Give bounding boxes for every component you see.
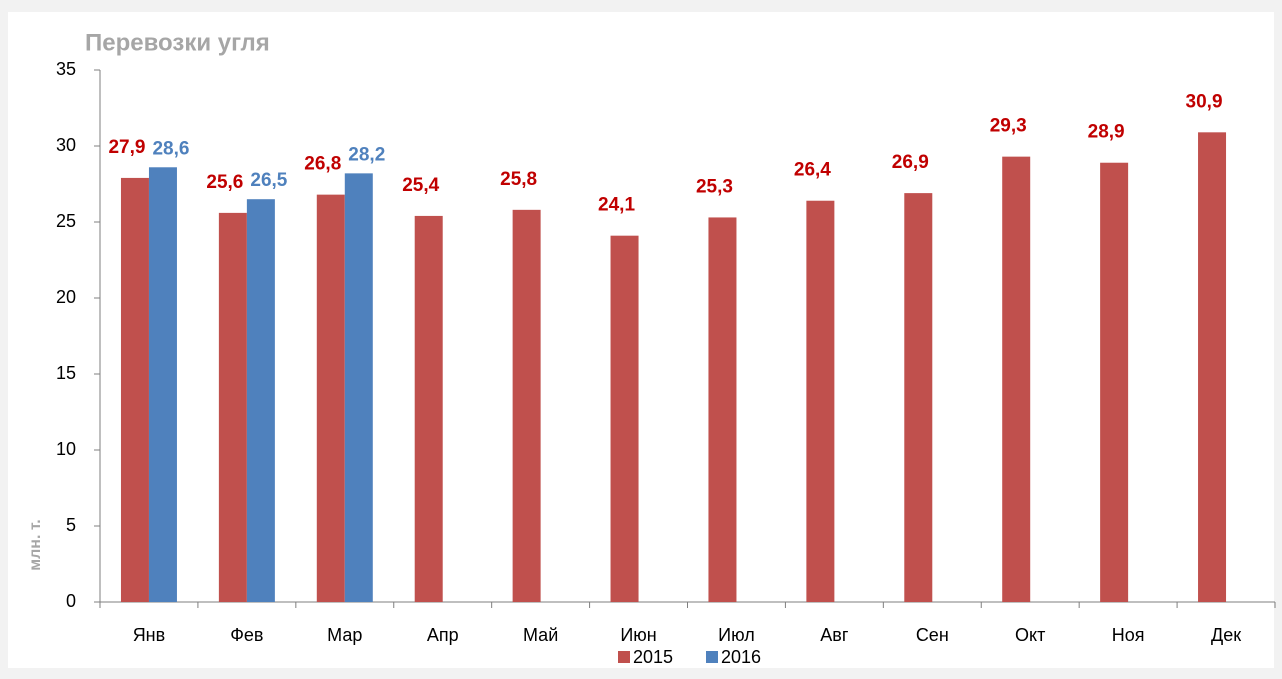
legend-label: 2016 [721, 647, 761, 667]
data-label: 29,3 [990, 116, 1027, 137]
y-tick-label: 35 [56, 59, 76, 79]
y-axis-label: млн. т. [27, 519, 44, 570]
data-label: 24,1 [598, 195, 635, 216]
data-label: 28,6 [152, 138, 189, 159]
bar [806, 200, 835, 602]
data-label: 25,8 [500, 169, 537, 190]
data-label: 26,9 [892, 152, 929, 173]
x-tick-label: Май [523, 625, 558, 645]
data-label: 28,9 [1088, 122, 1125, 143]
y-tick-label: 5 [66, 515, 76, 535]
data-label: 28,2 [348, 144, 385, 165]
bar [1002, 156, 1031, 602]
bar [610, 235, 639, 602]
x-tick-label: Янв [133, 625, 166, 645]
legend-swatch [618, 651, 630, 663]
x-tick-label: Фев [230, 625, 263, 645]
y-tick-label: 30 [56, 135, 76, 155]
bar [1100, 162, 1129, 602]
y-tick-label: 10 [56, 439, 76, 459]
bar [218, 212, 247, 602]
plot-panel [8, 12, 1274, 668]
bar [316, 194, 345, 602]
data-label: 25,4 [402, 175, 439, 196]
y-tick-label: 20 [56, 287, 76, 307]
data-label: 26,8 [304, 154, 341, 175]
chart-title: Перевозки угля [85, 29, 270, 56]
data-label: 27,9 [108, 137, 145, 158]
x-tick-label: Авг [820, 625, 849, 645]
x-tick-label: Ноя [1112, 625, 1145, 645]
bar [414, 215, 443, 603]
bar [708, 217, 737, 602]
bar [246, 199, 275, 602]
bar [120, 177, 149, 603]
x-tick-label: Мар [327, 625, 362, 645]
x-tick-label: Июн [620, 625, 656, 645]
data-label: 30,9 [1186, 91, 1223, 112]
data-label: 25,3 [696, 176, 733, 197]
y-tick-label: 0 [66, 591, 76, 611]
data-label: 26,4 [794, 160, 831, 181]
bar [904, 193, 933, 602]
x-tick-label: Дек [1211, 625, 1241, 645]
legend-label: 2015 [633, 647, 673, 667]
data-label: 26,5 [250, 170, 287, 191]
y-tick-label: 15 [56, 363, 76, 383]
bar [1198, 132, 1227, 602]
x-tick-label: Окт [1015, 625, 1045, 645]
legend-swatch [706, 651, 718, 663]
x-tick-label: Июл [718, 625, 755, 645]
x-tick-label: Сен [916, 625, 949, 645]
x-tick-label: Апр [427, 625, 459, 645]
bar [148, 167, 177, 602]
bar [512, 209, 541, 602]
data-label: 25,6 [206, 172, 243, 193]
bar [344, 173, 373, 603]
y-tick-label: 25 [56, 211, 76, 231]
